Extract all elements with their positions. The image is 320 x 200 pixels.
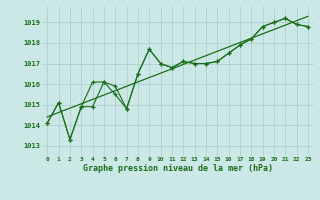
X-axis label: Graphe pression niveau de la mer (hPa): Graphe pression niveau de la mer (hPa) [83, 164, 273, 173]
